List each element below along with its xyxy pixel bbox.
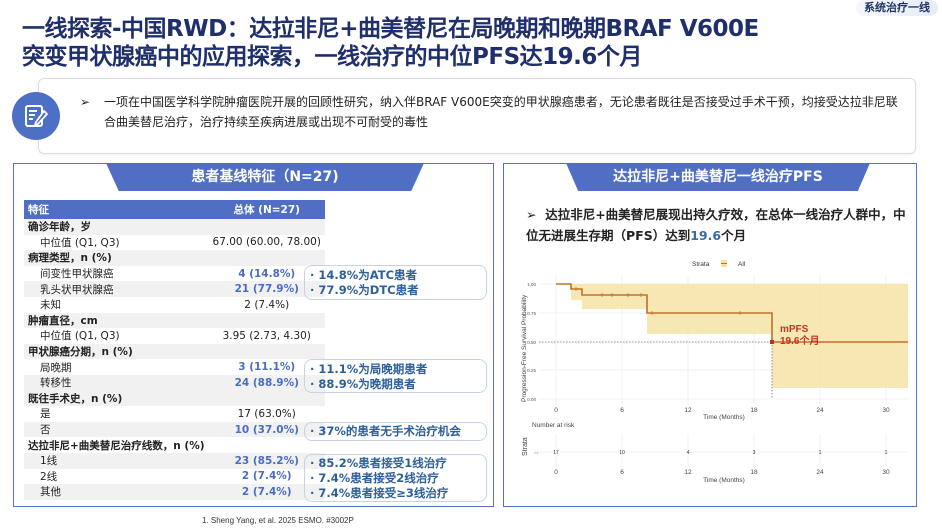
intro-text: ➢ 一项在中国医学科学院肿瘤医院开展的回顾性研究，纳入伴BRAF V600E突变… — [80, 92, 900, 132]
note-pathology: · 14.8%为ATC患者 · 77.9%为DTC患者 — [310, 268, 419, 297]
note-box-surgery — [304, 422, 487, 441]
note-box-lines — [304, 454, 487, 502]
risk-table-title: Number at risk — [532, 422, 575, 429]
pfs-summary: ➢ 达拉非尼+曲美替尼展现出持久疗效，在总体一线治疗人群中，中位无进展生存期（P… — [526, 207, 906, 243]
pfs-panel: 达拉非尼+曲美替尼一线治疗PFS ➢ 达拉非尼+曲美替尼展现出持久疗效，在总体一… — [503, 163, 917, 507]
table-row: 确诊年龄，岁 — [24, 219, 325, 235]
intro-paragraph: 一项在中国医学科学院肿瘤医院开展的回顾性研究，纳入伴BRAF V600E突变的甲… — [104, 95, 898, 129]
svg-text:6: 6 — [620, 407, 624, 414]
svg-text:Time (Months): Time (Months) — [703, 477, 745, 484]
note-box-pathology — [304, 265, 487, 300]
svg-text:4: 4 — [687, 450, 690, 456]
table-row: 甲状腺癌分期，n (%) — [24, 343, 325, 360]
page-title: 一线探索-中国RWD：达拉非尼+曲美替尼在局晚期和晚期BRAF V600E 突变… — [22, 15, 942, 71]
table-row: 病理类型，n (%) — [24, 250, 325, 266]
note-stage: · 11.1%为局晚期患者 · 88.9%为晚期患者 — [310, 362, 428, 391]
svg-text:18: 18 — [750, 469, 758, 476]
svg-text:30: 30 — [882, 407, 890, 414]
km-curve — [556, 283, 908, 343]
table-row: 局晚期 3 (11.1%) — [40, 361, 296, 374]
svg-text:1.00: 1.00 — [527, 282, 536, 287]
note-edit-icon — [12, 92, 60, 140]
table-row: 2线 2 (7.4%) — [40, 470, 292, 483]
pfs-panel-title: 达拉非尼+曲美替尼一线治疗PFS — [566, 163, 870, 191]
legend-title: Strata — [692, 261, 710, 268]
table-row: 肿瘤直径，cm — [24, 312, 325, 329]
svg-text:1: 1 — [885, 450, 888, 456]
svg-text:Strata: Strata — [522, 437, 529, 456]
footnote-reference: 1. Sheng Yang, et al. 2025 ESMO. #3002P — [202, 516, 354, 525]
svg-text:10: 10 — [619, 450, 625, 456]
svg-text:24: 24 — [816, 469, 824, 476]
table-row: 未知 2 (7.4%) — [40, 298, 290, 312]
bullet-arrow-icon: ➢ — [80, 95, 91, 109]
legend-entry: All — [738, 261, 746, 268]
svg-text:24: 24 — [816, 407, 824, 414]
svg-text:0.75: 0.75 — [527, 311, 536, 316]
table-row: 乳头状甲状腺癌 21 (77.9%) — [24, 281, 325, 297]
svg-text:0: 0 — [554, 407, 558, 414]
mpfs-value: 19.6个月 — [780, 334, 819, 347]
svg-text:0.25: 0.25 — [527, 368, 536, 373]
column-header-feature: 特征 — [24, 200, 209, 219]
baseline-table: 特征 总体 (N=27) 确诊年龄，岁 中位值 (Q1, Q3) 67.00 (6… — [24, 200, 325, 500]
table-row: 其他 2 (7.4%) — [24, 484, 325, 500]
baseline-panel-title: 患者基线特征（N=27) — [106, 163, 424, 191]
table-row: 否 10 (37.0%) — [24, 421, 325, 438]
table-header: 特征 总体 (N=27) — [24, 200, 325, 219]
svg-text:1: 1 — [819, 450, 822, 456]
x-axis-label: Time (Months) — [703, 414, 745, 421]
svg-text:12: 12 — [684, 469, 692, 476]
svg-text:0: 0 — [554, 469, 558, 476]
svg-text:All: All — [534, 450, 539, 455]
title-line-1: 一线探索-中国RWD：达拉非尼+曲美替尼在局晚期和晚期BRAF V600E — [22, 16, 759, 42]
svg-text:6: 6 — [620, 469, 624, 476]
table-row: 中位值 (Q1, Q3) 67.00 (60.00, 78.00) — [40, 236, 321, 249]
table-row: 是 17 (63.0%) — [40, 407, 296, 421]
note-lines: · 85.2%患者接受1线治疗 · 7.4%患者接受2线治疗 · 7.4%患者接… — [310, 456, 449, 500]
bullet-arrow-icon: ➢ — [526, 207, 537, 222]
baseline-panel: 患者基线特征（N=27) 特征 总体 (N=27) 确诊年龄，岁 中位值 (Q1… — [13, 163, 494, 507]
svg-text:0.00: 0.00 — [527, 397, 536, 402]
table-row: 1线 23 (85.2%) — [24, 452, 325, 469]
title-line-2: 突变甲状腺癌中的应用探索，一线治疗的中位PFS达19.6个月 — [22, 44, 642, 70]
table-row: 中位值 (Q1, Q3) 3.95 (2.73, 4.30) — [40, 329, 311, 343]
confidence-band — [556, 284, 908, 388]
note-box-stage — [304, 359, 487, 393]
svg-text:18: 18 — [750, 407, 758, 414]
note-surgery: · 37%的患者无手术治疗机会 — [310, 424, 461, 438]
table-row: 间变性甲状腺癌 4 (14.8%) — [40, 267, 296, 281]
table-row: 转移性 24 (88.9%) — [24, 374, 325, 391]
table-row: 达拉非尼+曲美替尼治疗线数，n (%) — [28, 439, 205, 452]
svg-text:30: 30 — [882, 469, 890, 476]
mpfs-label: mPFS — [780, 324, 809, 335]
column-header-total: 总体 (N=27) — [208, 200, 325, 219]
svg-text:12: 12 — [684, 407, 692, 414]
svg-text:17: 17 — [553, 450, 559, 456]
svg-text:0.50: 0.50 — [527, 340, 536, 345]
km-chart: Strata All mPFS 19.6个月 1. — [521, 260, 908, 484]
svg-text:3: 3 — [753, 450, 756, 456]
table-row: 既往手术史，n (%) — [24, 390, 325, 407]
section-tag: 系统治疗一线 — [856, 0, 938, 16]
y-axis-label: Progression-Free Survival Probability — [521, 294, 528, 402]
